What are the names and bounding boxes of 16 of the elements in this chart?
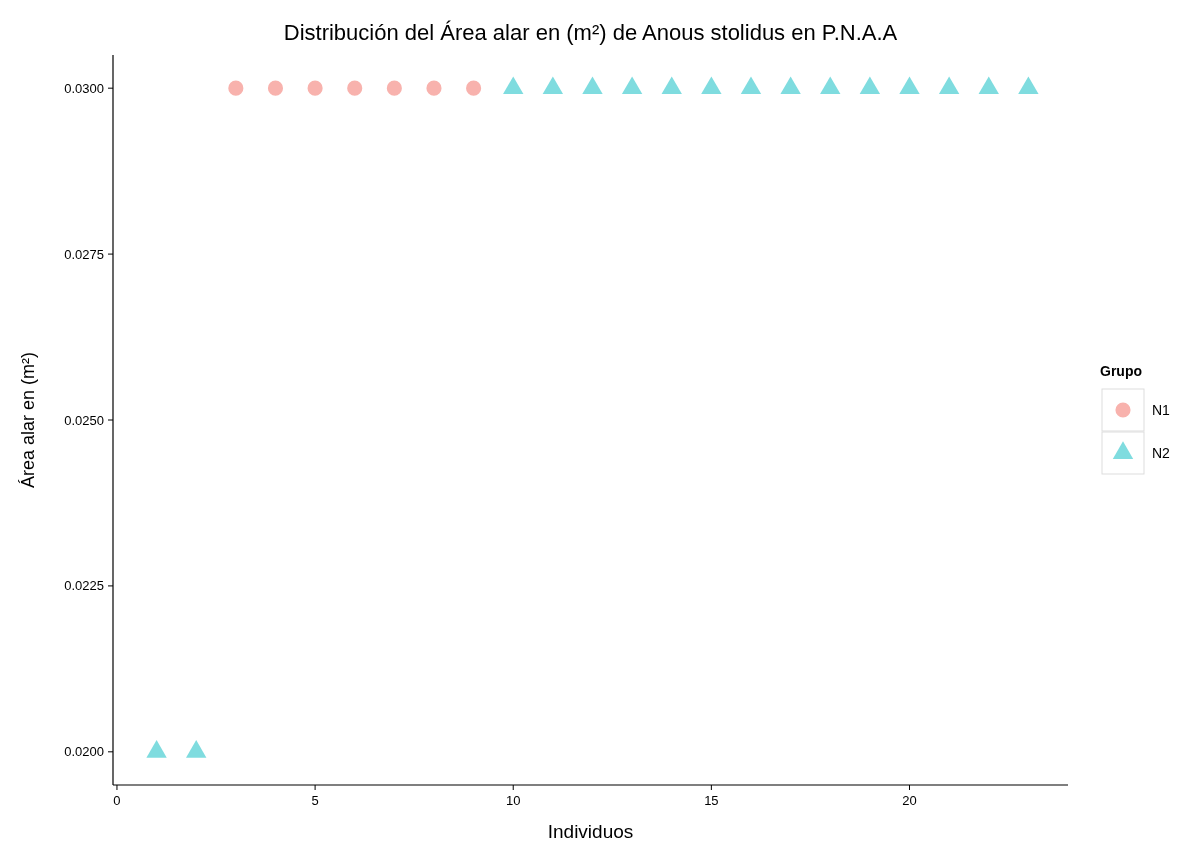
y-tick-label: 0.0225 [64,578,104,594]
legend-label: N1 [1152,402,1171,418]
chart-title: Distribución del Área alar en (m²) de Anous stolidus en P.N.A.A [283,20,898,45]
x-axis-title: Individuos [547,821,634,842]
x-tick-label: 0 [113,793,121,808]
y-axis-title: Área alar en (m²) [18,351,38,489]
y-tick-label: 0.0200 [64,744,104,760]
x-tick-label: 20 [902,793,917,808]
x-tick-label: 5 [311,793,319,808]
x-tick-label: 15 [704,793,719,808]
x-tick-label: 10 [505,793,521,808]
legend-label: N2 [1152,445,1171,461]
legend-title: Grupo [1100,363,1142,379]
y-tick-label: 0.0275 [64,246,104,262]
y-tick-label: 0.0300 [64,80,104,96]
y-tick-label: 0.0250 [64,412,104,428]
